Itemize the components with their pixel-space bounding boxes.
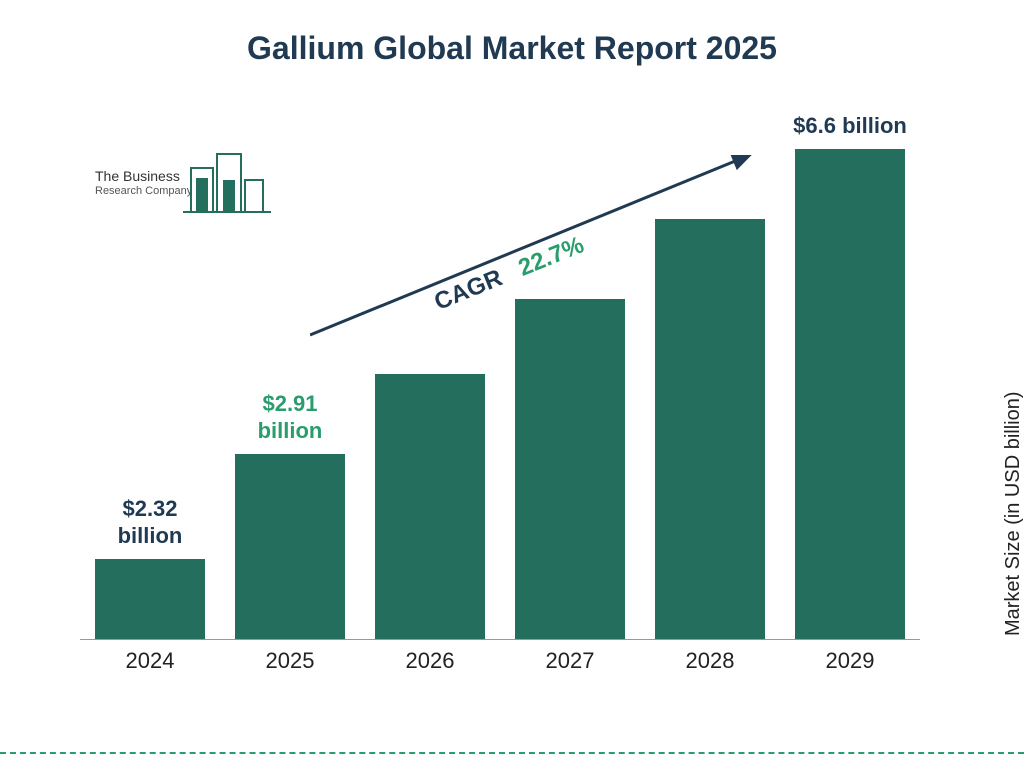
bar — [375, 374, 485, 639]
bar-group: $6.6 billion2029 — [785, 113, 915, 639]
bar — [795, 149, 905, 639]
y-axis-label: Market Size (in USD billion) — [1003, 392, 1024, 637]
chart-title: Gallium Global Market Report 2025 — [0, 0, 1024, 67]
data-label: $2.32billion — [90, 496, 210, 549]
x-axis-label: 2028 — [686, 648, 735, 674]
bar-group: $2.32billion2024 — [85, 496, 215, 639]
bar — [655, 219, 765, 639]
bottom-divider — [0, 752, 1024, 754]
bar — [515, 299, 625, 639]
x-axis-label: 2026 — [406, 648, 455, 674]
bar — [95, 559, 205, 639]
data-label: $6.6 billion — [790, 113, 910, 139]
chart-area: $2.32billion2024$2.91billion202520262027… — [80, 120, 950, 680]
bar-group: $2.91billion2025 — [225, 391, 355, 639]
x-axis-label: 2025 — [266, 648, 315, 674]
bars-container: $2.32billion2024$2.91billion202520262027… — [80, 120, 920, 640]
x-axis-label: 2027 — [546, 648, 595, 674]
x-axis-label: 2029 — [826, 648, 875, 674]
data-label: $2.91billion — [230, 391, 350, 444]
bar-group: 2028 — [645, 219, 775, 639]
bar-group: 2027 — [505, 299, 635, 639]
bar-group: 2026 — [365, 374, 495, 639]
x-axis-label: 2024 — [126, 648, 175, 674]
bar — [235, 454, 345, 639]
